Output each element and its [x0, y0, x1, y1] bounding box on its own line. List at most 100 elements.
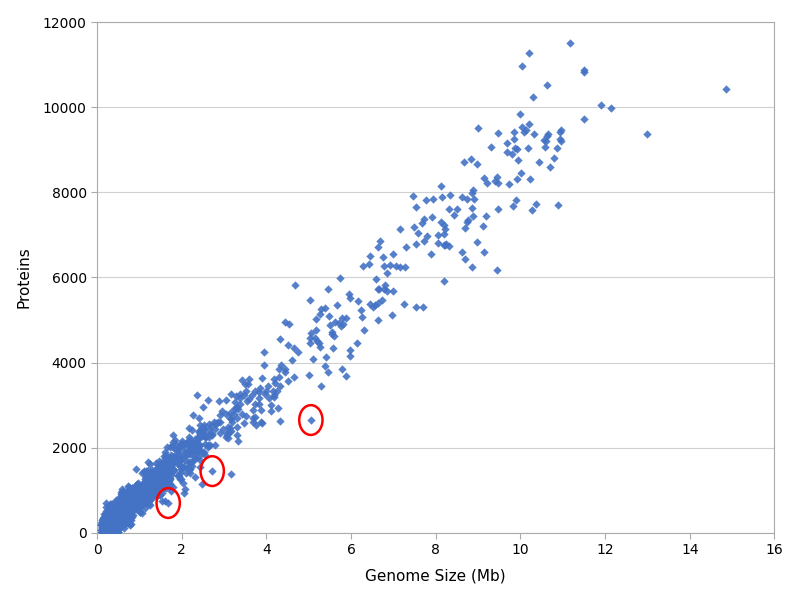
- Point: [115, 510, 128, 520]
- Point: [490, 265, 503, 275]
- Point: [204, 421, 217, 431]
- Point: [162, 475, 175, 485]
- Point: [125, 509, 138, 519]
- Point: [114, 514, 127, 523]
- Point: [101, 515, 114, 524]
- Point: [530, 200, 542, 209]
- Point: [126, 486, 138, 496]
- Point: [176, 462, 189, 472]
- Point: [509, 143, 522, 153]
- Point: [160, 459, 173, 469]
- Point: [115, 507, 128, 517]
- Point: [116, 503, 129, 512]
- Point: [378, 262, 391, 271]
- Point: [386, 286, 399, 295]
- Point: [115, 503, 128, 513]
- Point: [110, 509, 123, 519]
- Point: [118, 508, 130, 517]
- Point: [246, 405, 259, 415]
- Point: [106, 506, 118, 516]
- Point: [110, 508, 122, 518]
- Point: [102, 522, 115, 532]
- Point: [95, 527, 108, 537]
- Point: [103, 526, 116, 536]
- Point: [134, 499, 147, 508]
- Point: [526, 205, 539, 215]
- Point: [540, 80, 553, 89]
- Point: [120, 509, 133, 519]
- Point: [478, 173, 490, 183]
- Point: [145, 488, 158, 498]
- Point: [136, 498, 149, 508]
- Point: [99, 527, 112, 536]
- Point: [166, 466, 178, 475]
- Point: [105, 502, 118, 512]
- Point: [107, 501, 120, 511]
- Point: [150, 478, 163, 487]
- Point: [99, 527, 112, 537]
- Point: [302, 370, 315, 380]
- Point: [96, 525, 109, 535]
- Point: [122, 499, 135, 508]
- Point: [158, 454, 171, 463]
- Point: [178, 446, 190, 456]
- Point: [170, 454, 183, 464]
- Point: [112, 499, 125, 509]
- Point: [117, 491, 130, 501]
- Point: [273, 365, 286, 374]
- Point: [98, 527, 110, 536]
- Point: [419, 195, 432, 205]
- Point: [145, 485, 158, 495]
- Y-axis label: Proteins: Proteins: [17, 247, 32, 308]
- Point: [289, 280, 302, 290]
- Point: [102, 523, 115, 532]
- Point: [102, 513, 115, 523]
- Point: [438, 240, 450, 250]
- Point: [144, 470, 157, 480]
- Point: [102, 527, 114, 536]
- Point: [224, 426, 237, 436]
- Point: [178, 440, 190, 449]
- Point: [267, 390, 280, 400]
- Point: [162, 469, 175, 479]
- Point: [201, 442, 214, 452]
- Point: [144, 474, 157, 484]
- Point: [261, 381, 274, 391]
- Point: [186, 447, 199, 457]
- Point: [114, 515, 126, 524]
- Point: [162, 456, 175, 466]
- Point: [111, 500, 124, 510]
- Point: [121, 498, 134, 508]
- Point: [164, 463, 177, 472]
- Point: [199, 433, 212, 442]
- Point: [146, 478, 158, 488]
- Point: [104, 511, 117, 521]
- Point: [539, 137, 552, 146]
- Point: [102, 503, 115, 513]
- Point: [172, 443, 185, 452]
- Point: [310, 314, 322, 324]
- Point: [110, 523, 123, 533]
- Point: [126, 510, 139, 520]
- Point: [142, 458, 154, 467]
- Point: [103, 515, 116, 525]
- Point: [131, 484, 144, 493]
- Point: [106, 518, 119, 528]
- Point: [101, 514, 114, 523]
- Point: [102, 523, 115, 532]
- Point: [515, 122, 528, 132]
- Point: [181, 437, 194, 447]
- Point: [150, 473, 162, 482]
- Point: [135, 482, 148, 492]
- Point: [510, 145, 523, 154]
- Point: [451, 204, 464, 214]
- Point: [98, 527, 110, 536]
- Point: [501, 139, 514, 148]
- Point: [563, 38, 576, 48]
- Point: [476, 221, 489, 231]
- Point: [186, 425, 199, 435]
- Point: [146, 482, 158, 491]
- Point: [126, 499, 138, 509]
- Point: [162, 464, 174, 473]
- Point: [406, 191, 419, 200]
